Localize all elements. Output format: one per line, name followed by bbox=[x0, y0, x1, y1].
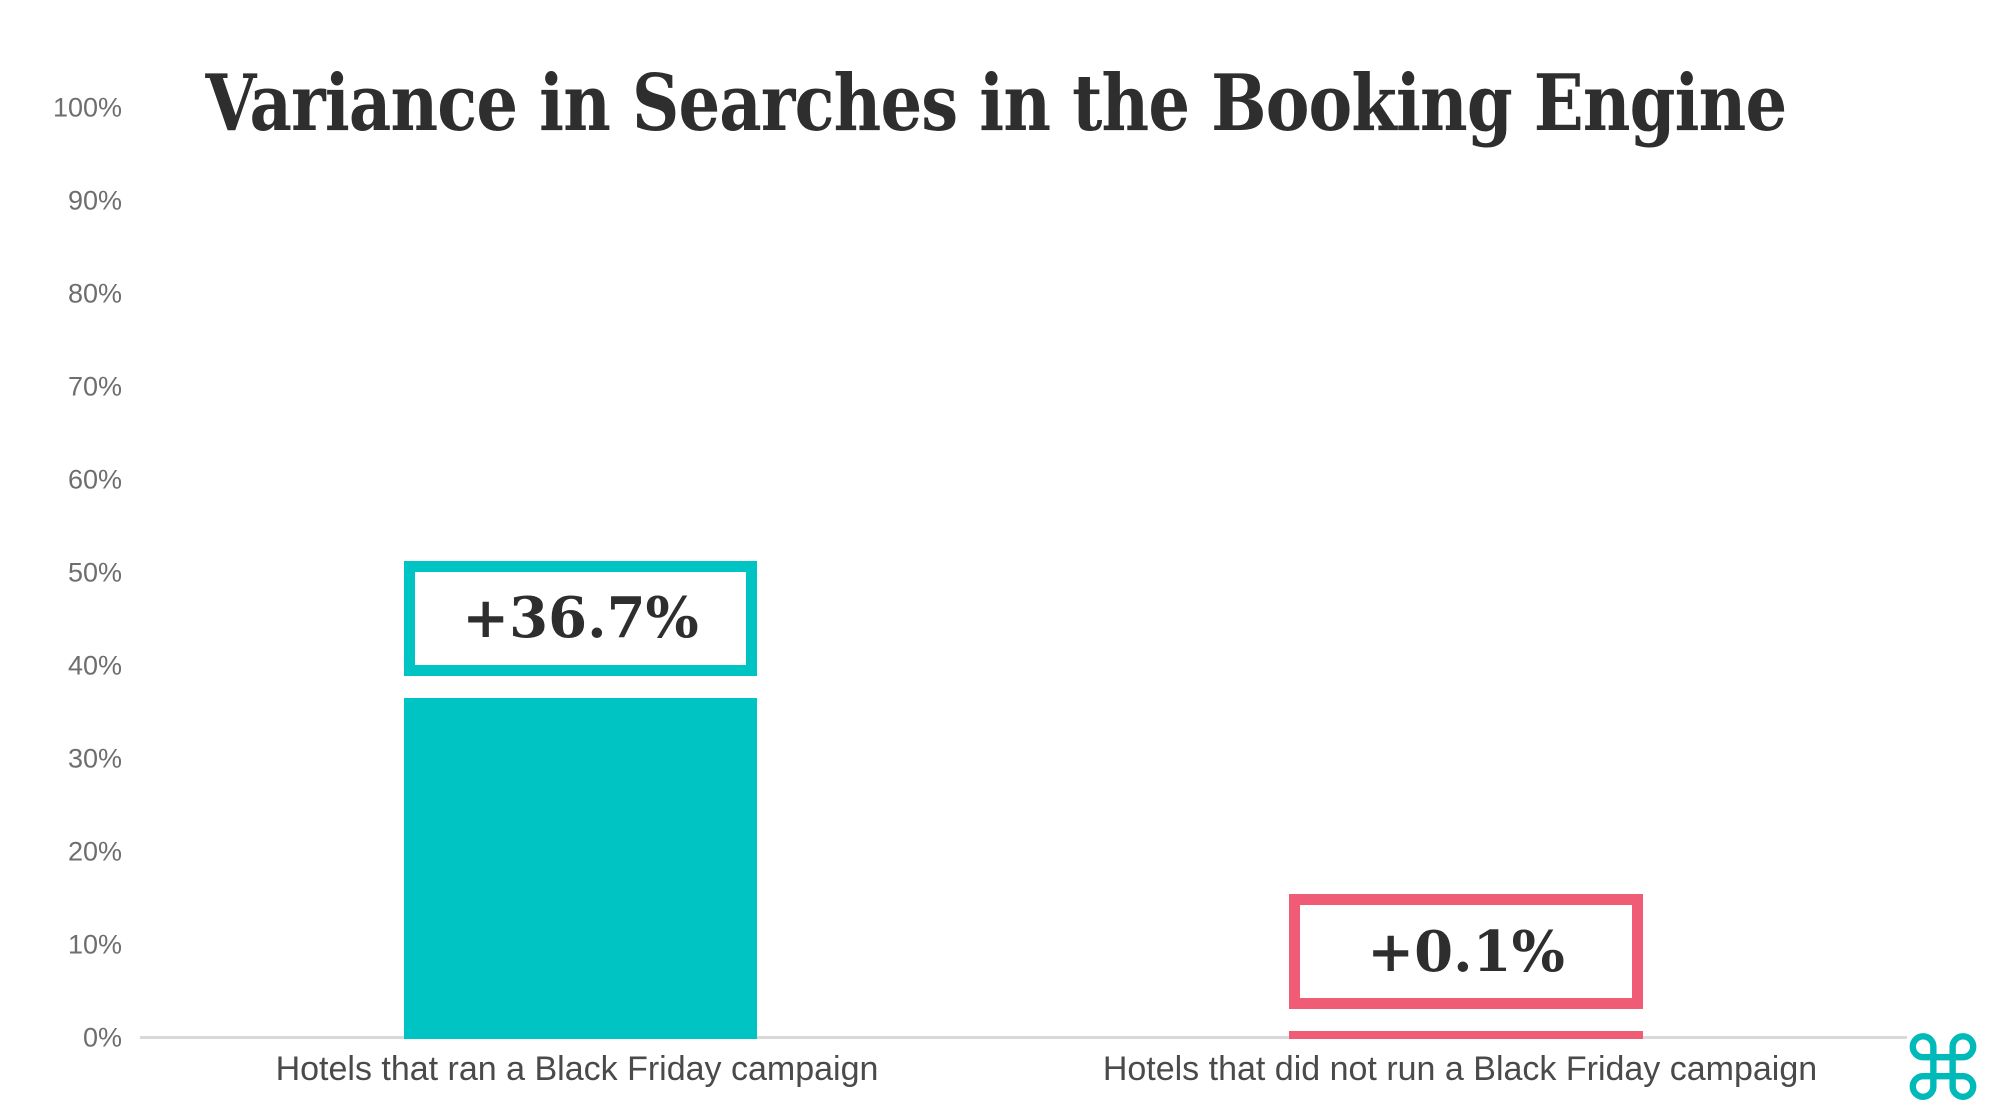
y-tick-label: 50% bbox=[67, 557, 122, 588]
x-axis-line bbox=[140, 1036, 1907, 1039]
y-tick-label: 30% bbox=[67, 743, 122, 774]
y-tick-label: 10% bbox=[67, 929, 122, 960]
y-tick-label: 60% bbox=[67, 464, 122, 495]
bar-group-no-campaign: +0.1% bbox=[1289, 0, 1643, 1119]
bar-ran-campaign[interactable] bbox=[404, 697, 757, 1039]
bar-no-campaign[interactable] bbox=[1289, 1031, 1643, 1039]
y-tick-label: 0% bbox=[82, 1022, 122, 1053]
value-callout-no-campaign: +0.1% bbox=[1289, 894, 1643, 1009]
y-tick-label: 90% bbox=[67, 185, 122, 216]
hotelchamp-logo-icon: ⌘ bbox=[1899, 1018, 1987, 1119]
value-callout-ran-campaign: +36.7% bbox=[404, 560, 757, 676]
y-tick-label: 20% bbox=[67, 836, 122, 867]
y-tick-label: 100% bbox=[52, 92, 122, 123]
y-tick-label: 80% bbox=[67, 278, 122, 309]
chart-title: Variance in Searches in the Booking Engi… bbox=[0, 64, 1991, 144]
value-label-no-campaign: +0.1% bbox=[1367, 918, 1565, 985]
x-axis-label-no-campaign: Hotels that did not run a Black Friday c… bbox=[1102, 1050, 1818, 1088]
bar-group-ran-campaign: +36.7% bbox=[404, 0, 757, 1119]
x-axis-label-ran-campaign: Hotels that ran a Black Friday campaign bbox=[275, 1050, 879, 1088]
value-label-ran-campaign: +36.7% bbox=[462, 585, 699, 652]
y-axis-tick-labels: 100% 90% 80% 70% 60% 50% 40% 30% 20% 10% 0% bbox=[0, 0, 122, 1119]
chart-title-text: Variance in Searches in the Booking Engi… bbox=[205, 58, 1787, 149]
y-tick-label: 40% bbox=[67, 650, 122, 681]
y-tick-label: 70% bbox=[67, 371, 122, 402]
